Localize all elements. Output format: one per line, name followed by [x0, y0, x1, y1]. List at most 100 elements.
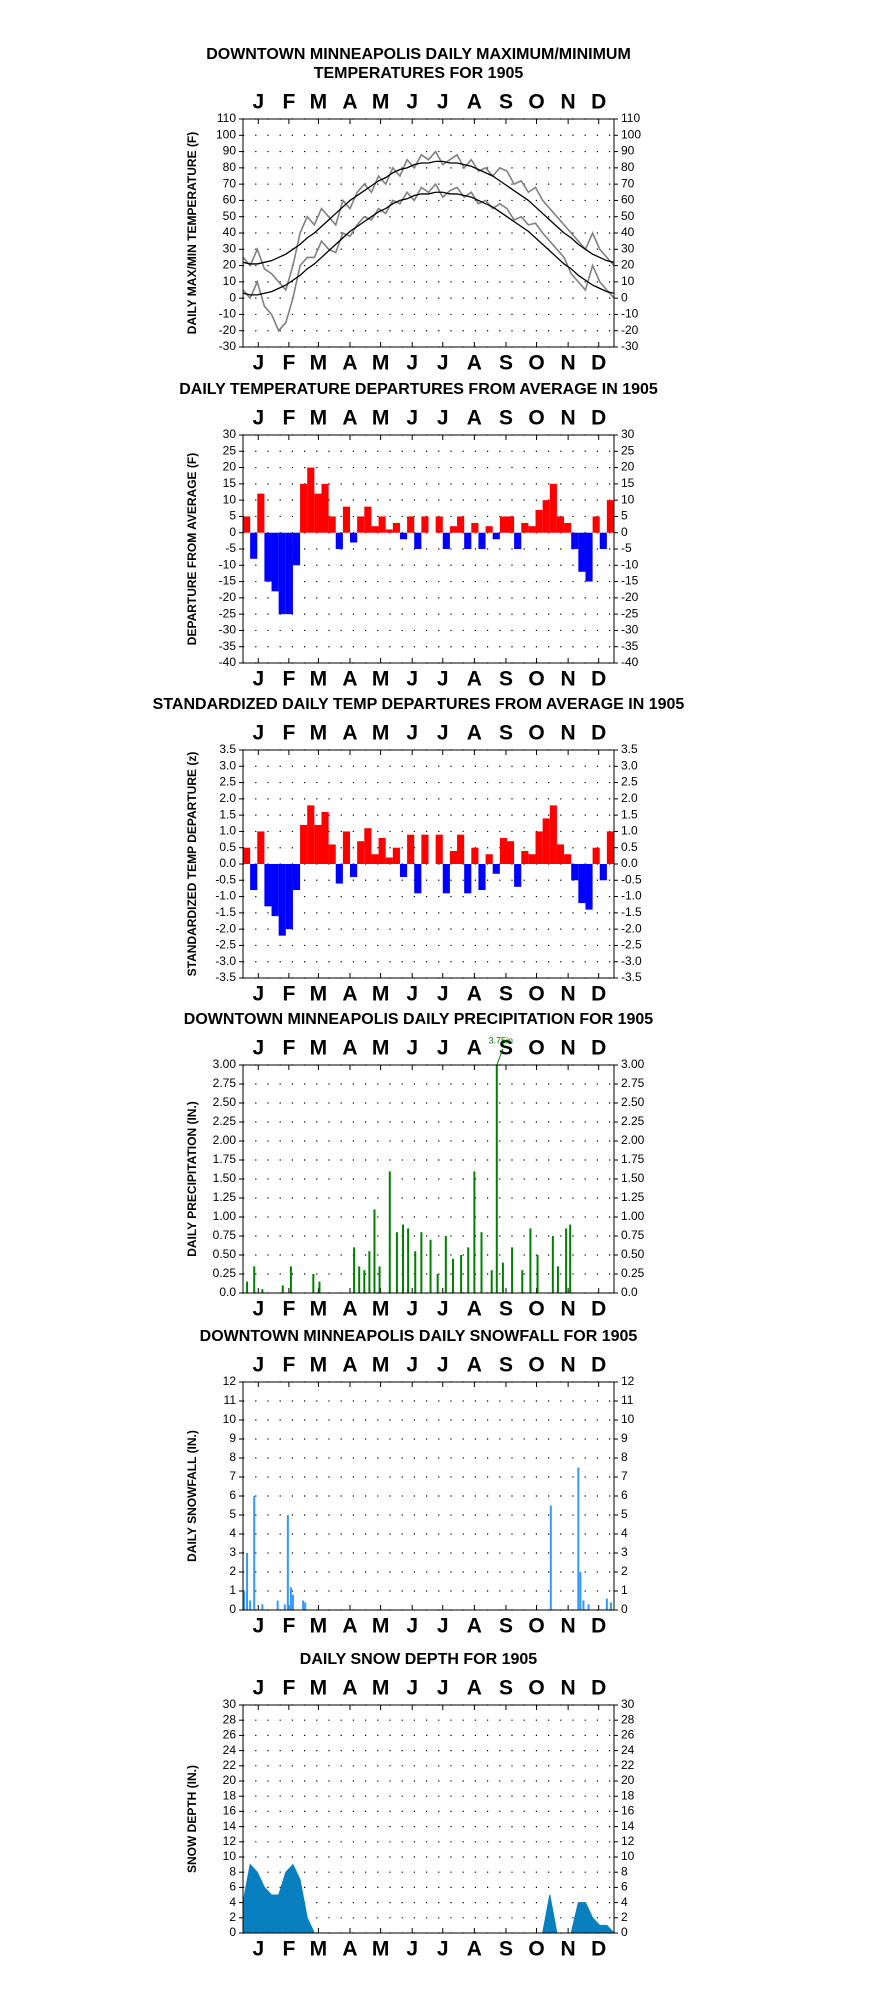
bar — [407, 516, 415, 533]
bar — [399, 532, 408, 540]
y-tick-label: 2.00 — [213, 1133, 237, 1147]
y-tick-label: 3.0 — [219, 758, 236, 772]
y-tick-label-right: 10 — [621, 274, 635, 288]
plot-area — [243, 1467, 612, 1610]
month-label-bottom: A — [342, 1938, 357, 1961]
month-label-top: J — [437, 1037, 449, 1060]
bar — [429, 1239, 432, 1293]
month-label-top: J — [252, 1354, 264, 1377]
bar — [300, 483, 308, 533]
bar — [551, 1236, 554, 1293]
y-tick-label: 0 — [229, 1925, 236, 1939]
y-tick-label-right: 80 — [621, 160, 635, 174]
y-tick-label-right: 0.5 — [621, 840, 638, 854]
month-label-top: M — [372, 1677, 390, 1700]
y-tick-label: 0 — [229, 1602, 236, 1616]
month-label-bottom: J — [406, 352, 418, 375]
y-tick-label: -30 — [219, 339, 237, 353]
month-label-top: M — [310, 1677, 328, 1700]
month-label-bottom: F — [282, 1615, 295, 1638]
month-label-bottom: A — [342, 668, 357, 691]
month-label-bottom: M — [372, 668, 390, 691]
y-tick-label: 90 — [223, 144, 237, 158]
month-label-top: A — [342, 1677, 357, 1700]
month-label-top: S — [499, 91, 513, 114]
y-tick-label-right: 26 — [621, 1728, 635, 1742]
month-label-top: N — [561, 1677, 576, 1700]
bar — [480, 1232, 483, 1293]
bar — [436, 1274, 439, 1293]
bar — [577, 1467, 580, 1610]
bar — [464, 864, 472, 894]
bar — [501, 1262, 504, 1293]
month-label-top: A — [342, 722, 357, 745]
y-tick-label: 1.00 — [213, 1209, 237, 1223]
bar — [285, 532, 293, 615]
y-tick-label-right: 12 — [621, 1374, 635, 1388]
chart: DOWNTOWN MINNEAPOLIS DAILY PRECIPITATION… — [184, 1011, 653, 1321]
bar — [399, 864, 408, 878]
bar — [264, 532, 272, 582]
y-tick-label-right: 2 — [621, 1564, 628, 1578]
bar — [378, 516, 386, 533]
bar — [363, 1270, 366, 1293]
month-label-bottom: F — [282, 668, 295, 691]
month-label-top: J — [437, 407, 449, 430]
y-tick-label-right: 5 — [621, 1507, 628, 1521]
month-label-bottom: N — [561, 668, 576, 691]
bar — [556, 516, 565, 533]
bar — [392, 522, 400, 533]
y-tick-label-right: -15 — [621, 574, 639, 588]
y-tick-label-right: -1.0 — [621, 889, 642, 903]
y-tick-label-right: 0 — [621, 525, 628, 539]
month-label-top: J — [437, 1677, 449, 1700]
month-label-bottom: J — [437, 1615, 449, 1638]
bar — [307, 467, 315, 533]
month-label-bottom: J — [437, 668, 449, 691]
month-label-bottom: S — [499, 668, 513, 691]
month-label-top: D — [591, 1354, 606, 1377]
month-label-top: J — [406, 1354, 418, 1377]
bar — [499, 516, 507, 533]
bar — [521, 850, 529, 864]
y-tick-label-right: 1 — [621, 1583, 628, 1597]
y-tick-label: 2.75 — [213, 1076, 237, 1090]
bar — [357, 516, 365, 533]
bar — [471, 522, 479, 533]
month-label-top: O — [528, 91, 544, 114]
y-tick-label-right: 3.00 — [621, 1057, 645, 1071]
month-label-bottom: M — [372, 1298, 390, 1321]
y-tick-label-right: 60 — [621, 193, 635, 207]
bar — [378, 837, 386, 864]
y-tick-label: 5 — [229, 509, 236, 523]
month-label-top: N — [561, 1354, 576, 1377]
bar — [464, 532, 472, 549]
bar — [371, 526, 379, 533]
month-label-bottom: D — [591, 352, 606, 375]
y-tick-label: 1.25 — [213, 1190, 237, 1204]
bar — [542, 818, 550, 864]
bar — [585, 532, 593, 582]
annotation-line — [496, 1048, 504, 1066]
month-label-top: J — [252, 1677, 264, 1700]
bar — [246, 1281, 249, 1293]
month-label-top: A — [342, 407, 357, 430]
chart: DAILY TEMPERATURE DEPARTURES FROM AVERAG… — [179, 381, 658, 690]
y-tick-label-right: 6 — [621, 1488, 628, 1502]
y-tick-label-right: 0.0 — [621, 1285, 638, 1299]
y-tick-label: -20 — [219, 323, 237, 337]
y-tick-label: 15 — [223, 476, 237, 490]
y-tick-label: -2.5 — [215, 938, 236, 952]
month-label-bottom: J — [252, 668, 264, 691]
y-tick-label-right: 0.75 — [621, 1228, 645, 1242]
plot-area — [246, 1065, 572, 1293]
bar — [506, 516, 515, 533]
chart: STANDARDIZED DAILY TEMP DEPARTURES FROM … — [153, 696, 685, 1005]
bar — [420, 1232, 423, 1293]
bar — [350, 864, 358, 878]
month-label-bottom: F — [282, 983, 295, 1006]
y-tick-label-right: -30 — [621, 623, 639, 637]
bar — [549, 805, 557, 864]
y-tick-label: 20 — [223, 258, 237, 272]
